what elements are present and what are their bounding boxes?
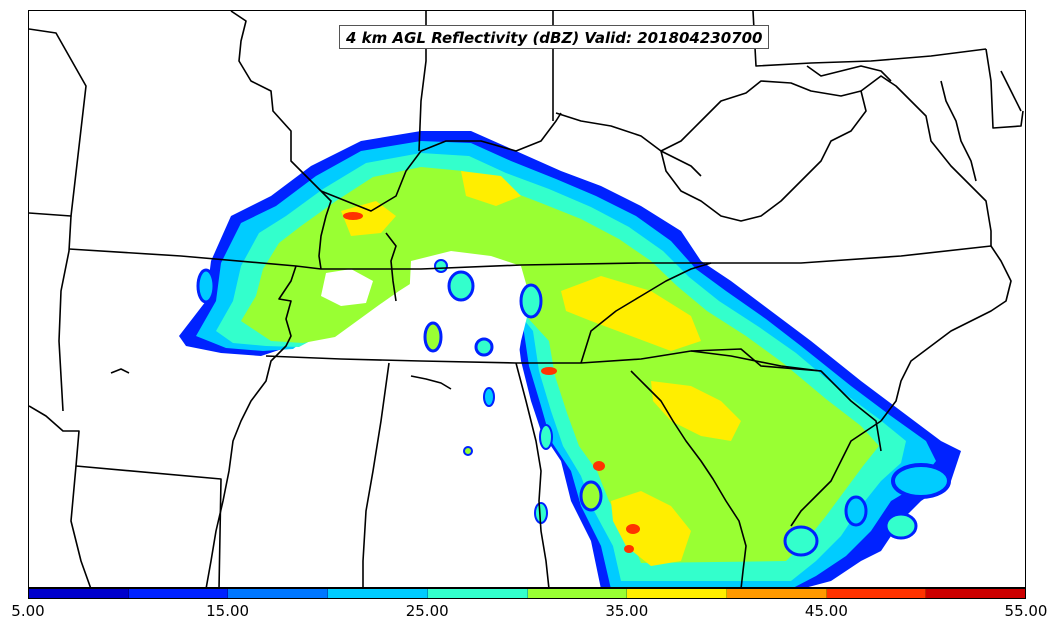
- colorbar-segment: [128, 589, 229, 598]
- reflectivity-cell-12: [783, 525, 819, 557]
- reflectivity-band-mid-high: [241, 167, 879, 563]
- reflectivity-cell-15: [519, 283, 543, 319]
- map-frame: 4 km AGL Reflectivity (dBZ) Valid: 20180…: [28, 10, 1026, 588]
- reflectivity-gap: [409, 251, 531, 381]
- reflectivity-cell-3: [474, 337, 494, 357]
- reflectivity-map: [29, 11, 1024, 587]
- colorbar-segment: [328, 589, 428, 598]
- reflectivity-cell-14: [434, 259, 448, 273]
- reflectivity-core-1: [561, 276, 701, 351]
- reflectivity-layers: [179, 131, 961, 587]
- colorbar-tick-label: 15.00: [206, 602, 250, 620]
- reflectivity-cell-2: [423, 321, 443, 353]
- reflectivity-core-2: [651, 381, 741, 441]
- colorbar-segment: [427, 589, 528, 598]
- colorbar-tick-label: 35.00: [605, 602, 649, 620]
- map-title: 4 km AGL Reflectivity (dBZ) Valid: 20180…: [339, 25, 770, 49]
- reflectivity-cell-9: [891, 463, 951, 499]
- reflectivity-cell-1: [447, 270, 475, 302]
- reflectivity-cell-5: [463, 446, 473, 456]
- reflectivity-cell-13: [196, 268, 216, 304]
- colorbar-tick-label: 55.00: [1004, 602, 1048, 620]
- colorbar-segment: [826, 589, 927, 598]
- reflectivity-cell-11: [844, 495, 868, 527]
- reflectivity-gap-2: [321, 269, 373, 306]
- colorbar-tick-label: 5.00: [11, 602, 45, 620]
- reflectivity-core-5: [461, 171, 521, 206]
- colorbar-segment: [627, 589, 727, 598]
- colorbar-tick-label: 25.00: [405, 602, 449, 620]
- colorbar-tick-label: 45.00: [804, 602, 848, 620]
- colorbar: [28, 588, 1026, 599]
- reflectivity-core-4: [341, 201, 396, 236]
- reflectivity-cell-4: [483, 387, 495, 407]
- state-boundaries: [29, 11, 1024, 587]
- reflectivity-peak-4: [626, 524, 640, 534]
- colorbar-segment: [228, 589, 329, 598]
- colorbar-segment: [726, 589, 827, 598]
- reflectivity-peak-1: [343, 212, 363, 220]
- reflectivity-cell-7: [539, 424, 553, 450]
- colorbar-segment: [29, 589, 129, 598]
- colorbar-segment: [926, 589, 1026, 598]
- reflectivity-cell-10: [884, 512, 918, 540]
- reflectivity-peak-5: [624, 545, 634, 553]
- reflectivity-peak-3: [593, 461, 605, 471]
- reflectivity-peak-2: [541, 367, 557, 375]
- colorbar-segment: [527, 589, 628, 598]
- reflectivity-cell-8: [579, 480, 603, 512]
